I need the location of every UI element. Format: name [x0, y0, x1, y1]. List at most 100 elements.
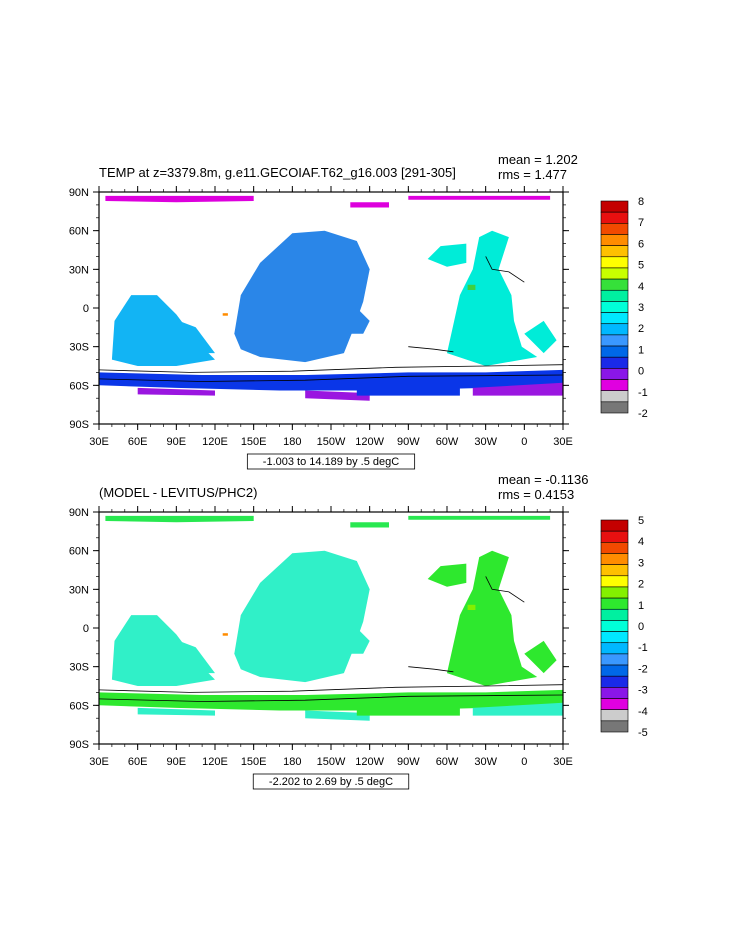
- map-panel-2: 30E 60E 90E 120E 150E 180 150W 120W 90W 60W 30W 0 30…: [69, 472, 648, 790]
- colorbar-box: [600, 653, 629, 666]
- y-tick-label: 30S: [69, 662, 89, 674]
- southern-band-e: [356, 385, 460, 396]
- x-tick-label: 60E: [128, 756, 148, 768]
- colorbar-label: 8: [638, 196, 644, 208]
- stat-mean: mean = -0.1136: [498, 472, 588, 487]
- colorbar-label: -1: [638, 642, 648, 654]
- y-tick-label: 30N: [69, 584, 89, 596]
- contour-line-4: [408, 666, 454, 673]
- contour-line-1: [98, 364, 564, 373]
- colorbar-box: [600, 664, 629, 677]
- y-tick-label: 90S: [69, 419, 89, 431]
- contour-info-box: [252, 773, 410, 790]
- contour-info: -1.003 to 14.189 by .5 degC: [263, 456, 399, 468]
- atlantic-field-3: [524, 640, 557, 674]
- stat-rms: rms = 0.4153: [498, 487, 574, 502]
- land-patch: [467, 284, 476, 290]
- colorbar: 5 4 3 2 1 0 -1 -2 -3 -4 -5: [600, 515, 648, 739]
- y-tick-label: 60N: [69, 226, 89, 238]
- colorbar-box: [600, 368, 629, 380]
- atlantic-field: [447, 230, 538, 366]
- y-tick-label: 60S: [69, 700, 89, 712]
- x-tick-label: 120E: [202, 756, 228, 768]
- colorbar-box: [600, 542, 629, 554]
- colorbar-label: 6: [638, 238, 644, 250]
- x-tick-label: 120E: [202, 436, 228, 448]
- x-tick-label: 180: [283, 756, 301, 768]
- y-tick-label: 0: [83, 623, 89, 635]
- colorbar-box: [600, 709, 629, 722]
- southern-band-e: [356, 705, 460, 716]
- contour-line-2: [98, 374, 564, 382]
- contour-line-1: [98, 684, 564, 693]
- colorbar-box: [600, 519, 629, 532]
- contour-info-box: [246, 453, 416, 470]
- colorbar-box: [600, 687, 629, 699]
- colorbar-label: -3: [638, 685, 648, 697]
- arctic-field-2: [408, 515, 551, 520]
- y-tick-label: 0: [83, 303, 89, 315]
- southern-band-d: [472, 382, 563, 396]
- arctic-field: [105, 195, 254, 203]
- colorbar-box: [600, 575, 629, 588]
- colorbar-box: [600, 345, 629, 358]
- colorbar-box: [600, 530, 629, 543]
- y-tick-label: 60N: [69, 546, 89, 558]
- y-tick-label: 90N: [69, 507, 89, 519]
- colorbar-box: [600, 720, 629, 733]
- contour-info: -2.202 to 2.69 by .5 degC: [269, 776, 393, 788]
- colorbar-label: -2: [638, 408, 648, 420]
- colorbar-box: [600, 390, 629, 403]
- x-tick-label: 0: [521, 436, 527, 448]
- land-patch: [467, 604, 476, 610]
- colorbar-box: [600, 356, 629, 369]
- y-tick-label: 90S: [69, 739, 89, 751]
- southern-band-c: [305, 390, 370, 401]
- colorbar-label: 0: [638, 366, 644, 378]
- colorbar-box: [600, 631, 629, 644]
- southern-band-a: [99, 369, 563, 391]
- colorbar-box: [600, 620, 629, 632]
- colorbar-box: [600, 289, 629, 302]
- x-tick-label: 90E: [167, 436, 187, 448]
- colorbar-box: [600, 223, 629, 235]
- panel-title: (MODEL - LEVITUS/PHC2): [99, 485, 257, 500]
- colorbar-label: -1: [638, 387, 648, 399]
- pacific-field: [234, 230, 370, 363]
- y-tick-label: 30N: [69, 264, 89, 276]
- colorbar-label: 3: [638, 302, 644, 314]
- contour-line-3: [485, 256, 525, 283]
- colorbar-label: 5: [638, 515, 644, 527]
- arctic-field-2: [408, 195, 551, 200]
- colorbar: 8 7 6 5 4 3 2 1 0 -1 -2: [600, 196, 648, 420]
- x-tick-label: 30E: [89, 756, 109, 768]
- x-tick-label: 180: [283, 436, 301, 448]
- y-tick-label: 30S: [69, 342, 89, 354]
- colorbar-label: 2: [638, 323, 644, 335]
- colorbar-box: [600, 334, 629, 347]
- x-tick-label: 120W: [355, 756, 384, 768]
- x-tick-label: 0: [521, 756, 527, 768]
- x-tick-label: 30W: [474, 436, 497, 448]
- colorbar-label: -4: [638, 706, 648, 718]
- warm-spot: [222, 633, 228, 636]
- colorbar-box: [600, 267, 629, 280]
- colorbar-box: [600, 312, 629, 325]
- contour-line-4: [408, 346, 454, 353]
- colorbar-box: [600, 553, 629, 565]
- x-tick-label: 30E: [553, 436, 573, 448]
- colorbar-box: [600, 675, 629, 688]
- x-tick-label: 90W: [397, 436, 420, 448]
- y-tick-label: 60S: [69, 380, 89, 392]
- x-tick-label: 150E: [241, 756, 267, 768]
- atlantic-field-2: [427, 563, 467, 587]
- colorbar-box: [600, 608, 629, 621]
- x-tick-label: 150W: [317, 756, 346, 768]
- x-tick-label: 30E: [553, 756, 573, 768]
- colorbar-label: 7: [638, 217, 644, 229]
- pacific-field-2: [337, 628, 370, 654]
- colorbar-box: [600, 323, 629, 336]
- x-tick-label: 120W: [355, 436, 384, 448]
- colorbar-box: [600, 597, 629, 610]
